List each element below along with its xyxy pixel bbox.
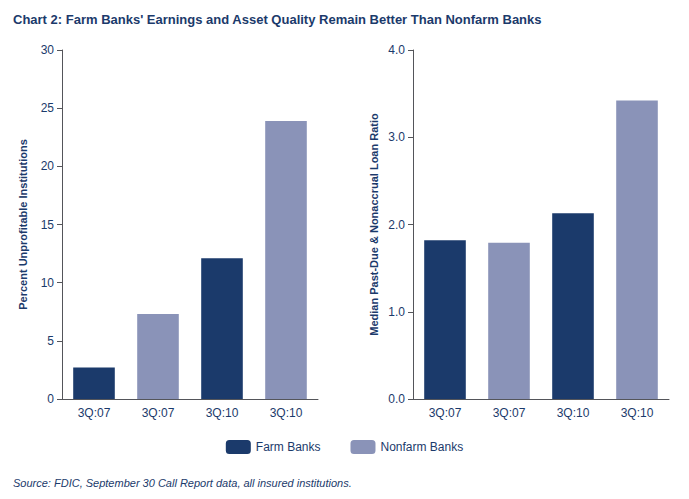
svg-text:3Q:07: 3Q:07 xyxy=(429,406,462,420)
svg-text:15: 15 xyxy=(41,218,55,232)
svg-text:Median Past-Due & Nonaccrual L: Median Past-Due & Nonaccrual Loan Ratio xyxy=(368,113,380,336)
svg-text:1.0: 1.0 xyxy=(388,305,405,319)
svg-text:3Q:10: 3Q:10 xyxy=(621,406,654,420)
svg-text:3Q:10: 3Q:10 xyxy=(270,406,303,420)
svg-text:Farm Banks: Farm Banks xyxy=(256,440,321,454)
svg-text:2.0: 2.0 xyxy=(388,218,405,232)
svg-text:0.0: 0.0 xyxy=(388,392,405,406)
svg-text:3Q:07: 3Q:07 xyxy=(78,406,111,420)
svg-text:Source: FDIC, September 30 Cal: Source: FDIC, September 30 Call Report d… xyxy=(13,477,352,489)
svg-text:3.0: 3.0 xyxy=(388,130,405,144)
svg-text:10: 10 xyxy=(41,276,55,290)
svg-text:Nonfarm Banks: Nonfarm Banks xyxy=(380,440,463,454)
svg-text:3Q:10: 3Q:10 xyxy=(557,406,590,420)
svg-text:0: 0 xyxy=(47,392,54,406)
svg-text:25: 25 xyxy=(41,101,55,115)
svg-text:3Q:07: 3Q:07 xyxy=(142,406,175,420)
svg-text:3Q:07: 3Q:07 xyxy=(493,406,526,420)
svg-text:4.0: 4.0 xyxy=(388,43,405,57)
svg-text:3Q:10: 3Q:10 xyxy=(206,406,239,420)
svg-text:30: 30 xyxy=(41,43,55,57)
svg-text:5: 5 xyxy=(47,334,54,348)
svg-text:Percent Unprofitable Instituti: Percent Unprofitable Institutions xyxy=(17,139,29,310)
svg-text:20: 20 xyxy=(41,159,55,173)
svg-text:Chart 2: Farm Banks' Earnings: Chart 2: Farm Banks' Earnings and Asset … xyxy=(13,12,542,27)
